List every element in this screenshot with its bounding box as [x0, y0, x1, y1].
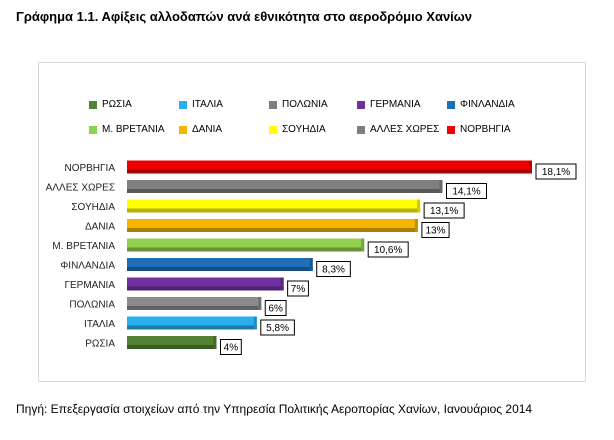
- data-label-box: [287, 280, 309, 297]
- source-note: Πηγή: Επεξεργασία στοιχείων από την Υπηρ…: [16, 402, 533, 416]
- category-label: ΝΟΡΒΗΓΙΑ: [64, 163, 115, 174]
- legend-label: ΓΕΡΜΑΝΙΑ: [370, 99, 421, 110]
- legend-swatch: [179, 100, 187, 109]
- bar-shadow: [127, 286, 284, 291]
- category-label: ΡΩΣΙΑ: [85, 339, 115, 350]
- bar-end-cap: [439, 180, 443, 193]
- data-label-box: [535, 163, 577, 180]
- legend-item: ΔΑΝΙΑ: [179, 124, 222, 135]
- data-label: 13%: [425, 226, 445, 237]
- category-label: Μ. ΒΡΕΤΑΝΙΑ: [52, 241, 115, 252]
- data-label-box: [220, 339, 242, 355]
- legend-label: ΑΛΛΕΣ ΧΩΡΕΣ: [370, 124, 440, 135]
- data-label-box: [445, 183, 487, 199]
- legend-item: ΠΟΛΩΝΙΑ: [269, 99, 328, 110]
- legend-label: ΠΟΛΩΝΙΑ: [282, 99, 328, 110]
- category-label: ΣΟΥΗΔΙΑ: [71, 202, 115, 213]
- chart-title: Γράφημα 1.1. Αφίξεις αλλοδαπών ανά εθνικ…: [16, 9, 473, 24]
- bar-end-cap: [280, 277, 284, 291]
- category-label: ΠΟΛΩΝΙΑ: [69, 300, 115, 311]
- bar-end-cap: [213, 336, 217, 349]
- legend-item: Μ. ΒΡΕΤΑΝΙΑ: [89, 124, 165, 135]
- legend-item: ΡΩΣΙΑ: [89, 99, 132, 110]
- legend-label: ΡΩΣΙΑ: [102, 99, 132, 110]
- legend-item: ΦΙΝΛΑΝΔΙΑ: [447, 99, 515, 110]
- legend-item: ΣΟΥΗΔΙΑ: [269, 124, 326, 135]
- legend-item: ΓΕΡΜΑΝΙΑ: [357, 99, 421, 110]
- data-label-box: [367, 241, 409, 258]
- legend-label: ΦΙΝΛΑΝΔΙΑ: [460, 99, 515, 110]
- legend-swatch: [89, 100, 97, 109]
- bar-shadow: [127, 306, 262, 310]
- legend-swatch: [269, 100, 277, 109]
- bar-shadow: [127, 267, 313, 271]
- bar-shadow: [127, 208, 421, 213]
- category-label: ΙΤΑΛΙΑ: [84, 319, 115, 330]
- data-label-box: [423, 202, 465, 219]
- data-label-box: [264, 300, 287, 316]
- legend-swatch: [89, 125, 97, 134]
- legend-item: ΑΛΛΕΣ ΧΩΡΕΣ: [357, 124, 439, 135]
- chart-legend: ΡΩΣΙΑ ΙΤΑΛΙΑ ΠΟΛΩΝΙΑ ΓΕΡΜΑΝΙΑ ΦΙΝΛΑΝΔΙΑ Μ. ΒΡ…: [39, 63, 585, 135]
- data-label: 13,1%: [430, 206, 458, 217]
- bar-end-cap: [414, 219, 418, 232]
- category-label: ΔΑΝΙΑ: [85, 222, 115, 233]
- bar-end-cap: [258, 297, 262, 310]
- legend-label: ΣΟΥΗΔΙΑ: [282, 124, 326, 135]
- legend-item: ΙΤΑΛΙΑ: [179, 99, 223, 110]
- bar-end-cap: [361, 238, 365, 252]
- bar-shadow: [127, 345, 217, 349]
- data-label: 4%: [224, 343, 239, 354]
- category-label: ΑΛΛΕΣ ΧΩΡΕΣ: [46, 183, 115, 194]
- data-label-box: [316, 261, 351, 277]
- legend-label: Μ. ΒΡΕΤΑΝΙΑ: [102, 124, 165, 135]
- bar-end-cap: [253, 316, 257, 330]
- bar-shadow: [127, 247, 365, 252]
- data-label: 18,1%: [542, 167, 570, 178]
- bar-shadow: [127, 169, 532, 174]
- bar-end-cap: [417, 199, 421, 213]
- legend-swatch: [447, 100, 455, 109]
- legend-label: ΔΑΝΙΑ: [192, 124, 223, 135]
- category-label: ΓΕΡΜΑΝΙΑ: [64, 280, 115, 291]
- legend-swatch: [357, 100, 365, 109]
- legend-swatch: [269, 125, 277, 134]
- legend-label: ΙΤΑΛΙΑ: [192, 99, 223, 110]
- legend-swatch: [447, 125, 455, 134]
- data-label: 5,8%: [266, 323, 289, 334]
- data-label: 6%: [268, 304, 283, 315]
- bar-shadow: [127, 189, 443, 193]
- bar-shadow: [127, 228, 418, 232]
- bar-end-cap: [529, 160, 532, 174]
- chart-area: ΡΩΣΙΑ ΙΤΑΛΙΑ ΠΟΛΩΝΙΑ ΓΕΡΜΑΝΙΑ ΦΙΝΛΑΝΔΙΑ Μ. ΒΡ…: [38, 62, 586, 382]
- data-label: 7%: [291, 284, 306, 295]
- legend-item: ΝΟΡΒΗΓΙΑ: [447, 124, 511, 135]
- bar-shadow: [127, 325, 257, 330]
- data-label-box: [421, 222, 450, 238]
- category-label: ΦΙΝΛΑΝΔΙΑ: [60, 261, 115, 272]
- data-label: 10,6%: [374, 245, 402, 256]
- legend-swatch: [357, 125, 365, 134]
- data-label-box: [260, 319, 295, 336]
- bar-end-cap: [309, 258, 313, 271]
- data-label: 14,1%: [452, 187, 480, 198]
- legend-swatch: [179, 125, 187, 134]
- legend-label: ΝΟΡΒΗΓΙΑ: [460, 124, 511, 135]
- bar-chart: ΝΟΡΒΗΓΙΑ 18,1% ΑΛΛΕΣ ΧΩΡΕΣ 14,1% ΣΟΥΗΔΙΑ 13,1…: [46, 160, 577, 355]
- data-label: 8,3%: [322, 265, 345, 276]
